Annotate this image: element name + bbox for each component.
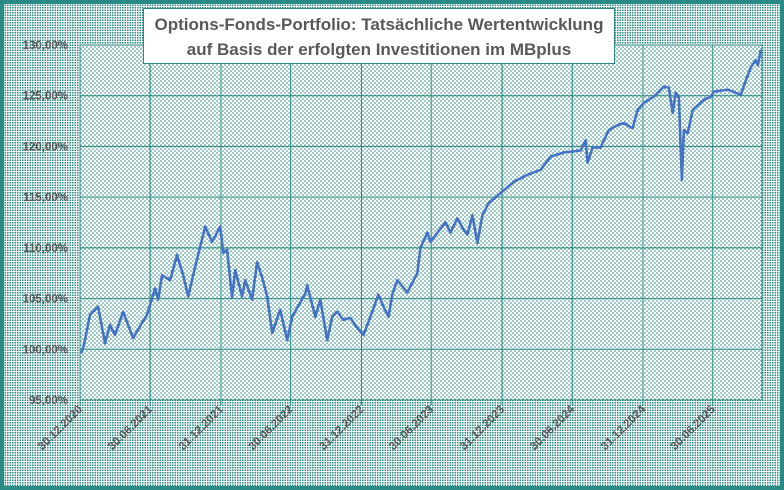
- x-tick-label: 30.12.2020: [36, 404, 85, 453]
- x-tick-label: 30.06.2022: [247, 404, 296, 453]
- y-tick-label: 115,00%: [23, 192, 68, 204]
- x-axis-labels: 30.12.2020 30.06.2021 31.12.2021 30.06.2022…: [36, 403, 718, 453]
- series-line: [79, 49, 763, 354]
- y-tick-label: 125,00%: [23, 91, 68, 103]
- y-tick-label: 120,00%: [23, 141, 68, 153]
- x-tick-label: 31.12.2022: [317, 404, 366, 453]
- x-tick-label: 30.06.2024: [528, 403, 578, 453]
- plot-area: [80, 45, 762, 400]
- y-tick-label: 110,00%: [23, 243, 68, 255]
- x-tick-label: 30.06.2025: [669, 403, 719, 453]
- y-tick-label: 105,00%: [23, 294, 68, 306]
- y-axis-labels: 95,00% 100,00% 105,00% 110,00% 115,00% 120,00…: [23, 40, 68, 407]
- x-tick-label: 30.06.2021: [106, 403, 156, 453]
- y-tick-label: 95,00%: [29, 395, 68, 407]
- x-tick-label: 30.06.2023: [387, 404, 436, 453]
- chart-title-line-2: auf Basis der erfolgten Investitionen im…: [186, 40, 572, 59]
- y-tick-label: 130,00%: [23, 40, 68, 52]
- gridlines: [79, 44, 763, 405]
- x-tick-label: 31.12.2023: [458, 404, 507, 453]
- y-tick-label: 100,00%: [23, 344, 68, 356]
- chart-title-line-1: Options-Fonds-Portfolio: Tatsächliche We…: [154, 15, 604, 34]
- x-tick-label: 31.12.2024: [599, 403, 649, 453]
- chart-title: Options-Fonds-Portfolio: Tatsächliche We…: [143, 8, 615, 64]
- x-tick-label: 31.12.2021: [177, 403, 227, 453]
